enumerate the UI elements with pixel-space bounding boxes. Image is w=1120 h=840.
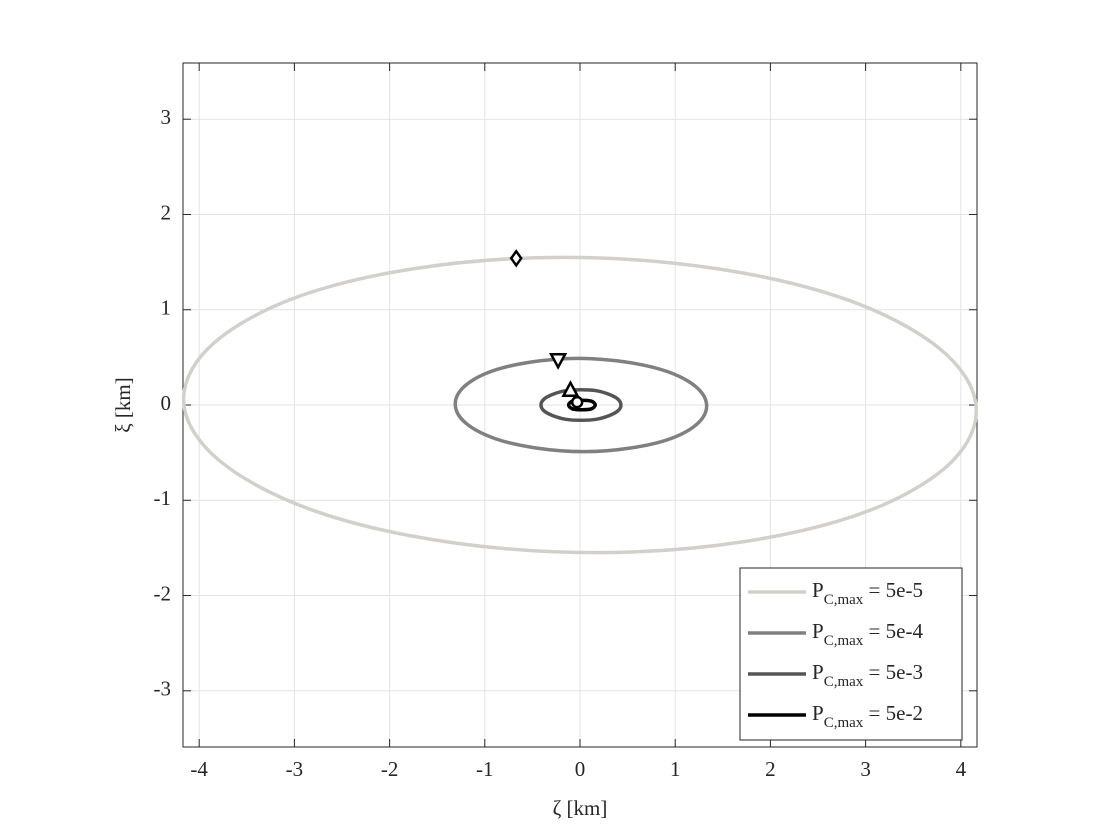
legend-label: PC,max = 5e-3 xyxy=(812,660,923,691)
y-axis-label: ξ [km] xyxy=(111,377,135,432)
x-tick-label: 0 xyxy=(575,757,586,781)
x-tick-label: -4 xyxy=(190,757,208,781)
x-tick-label: 1 xyxy=(670,757,681,781)
y-tick-label: 0 xyxy=(161,391,172,415)
marker xyxy=(549,352,568,370)
series-line xyxy=(566,398,597,412)
series-line xyxy=(539,388,623,422)
y-tick-label: -2 xyxy=(154,581,172,605)
y-tick-label: 3 xyxy=(161,105,172,129)
marker xyxy=(509,249,523,268)
x-tick-label: -3 xyxy=(286,757,304,781)
legend-label: PC,max = 5e-5 xyxy=(812,578,923,609)
legend-label: PC,max = 5e-2 xyxy=(812,701,923,732)
marker xyxy=(570,395,584,409)
legend-label: PC,max = 5e-4 xyxy=(812,619,923,650)
series-line xyxy=(181,255,979,555)
x-tick-label: 2 xyxy=(765,757,776,781)
x-tick-label: -1 xyxy=(476,757,494,781)
y-tick-label: 1 xyxy=(161,296,172,320)
y-tick-label: -3 xyxy=(154,677,172,701)
x-axis-label: ζ [km] xyxy=(553,796,608,820)
x-tick-label: 4 xyxy=(956,757,967,781)
y-tick-label: -1 xyxy=(154,486,172,510)
series-line xyxy=(453,356,709,454)
legend-box xyxy=(739,567,963,741)
marker xyxy=(561,380,580,398)
x-tick-label: 3 xyxy=(860,757,871,781)
y-tick-label: 2 xyxy=(161,200,172,224)
x-tick-label: -2 xyxy=(381,757,399,781)
